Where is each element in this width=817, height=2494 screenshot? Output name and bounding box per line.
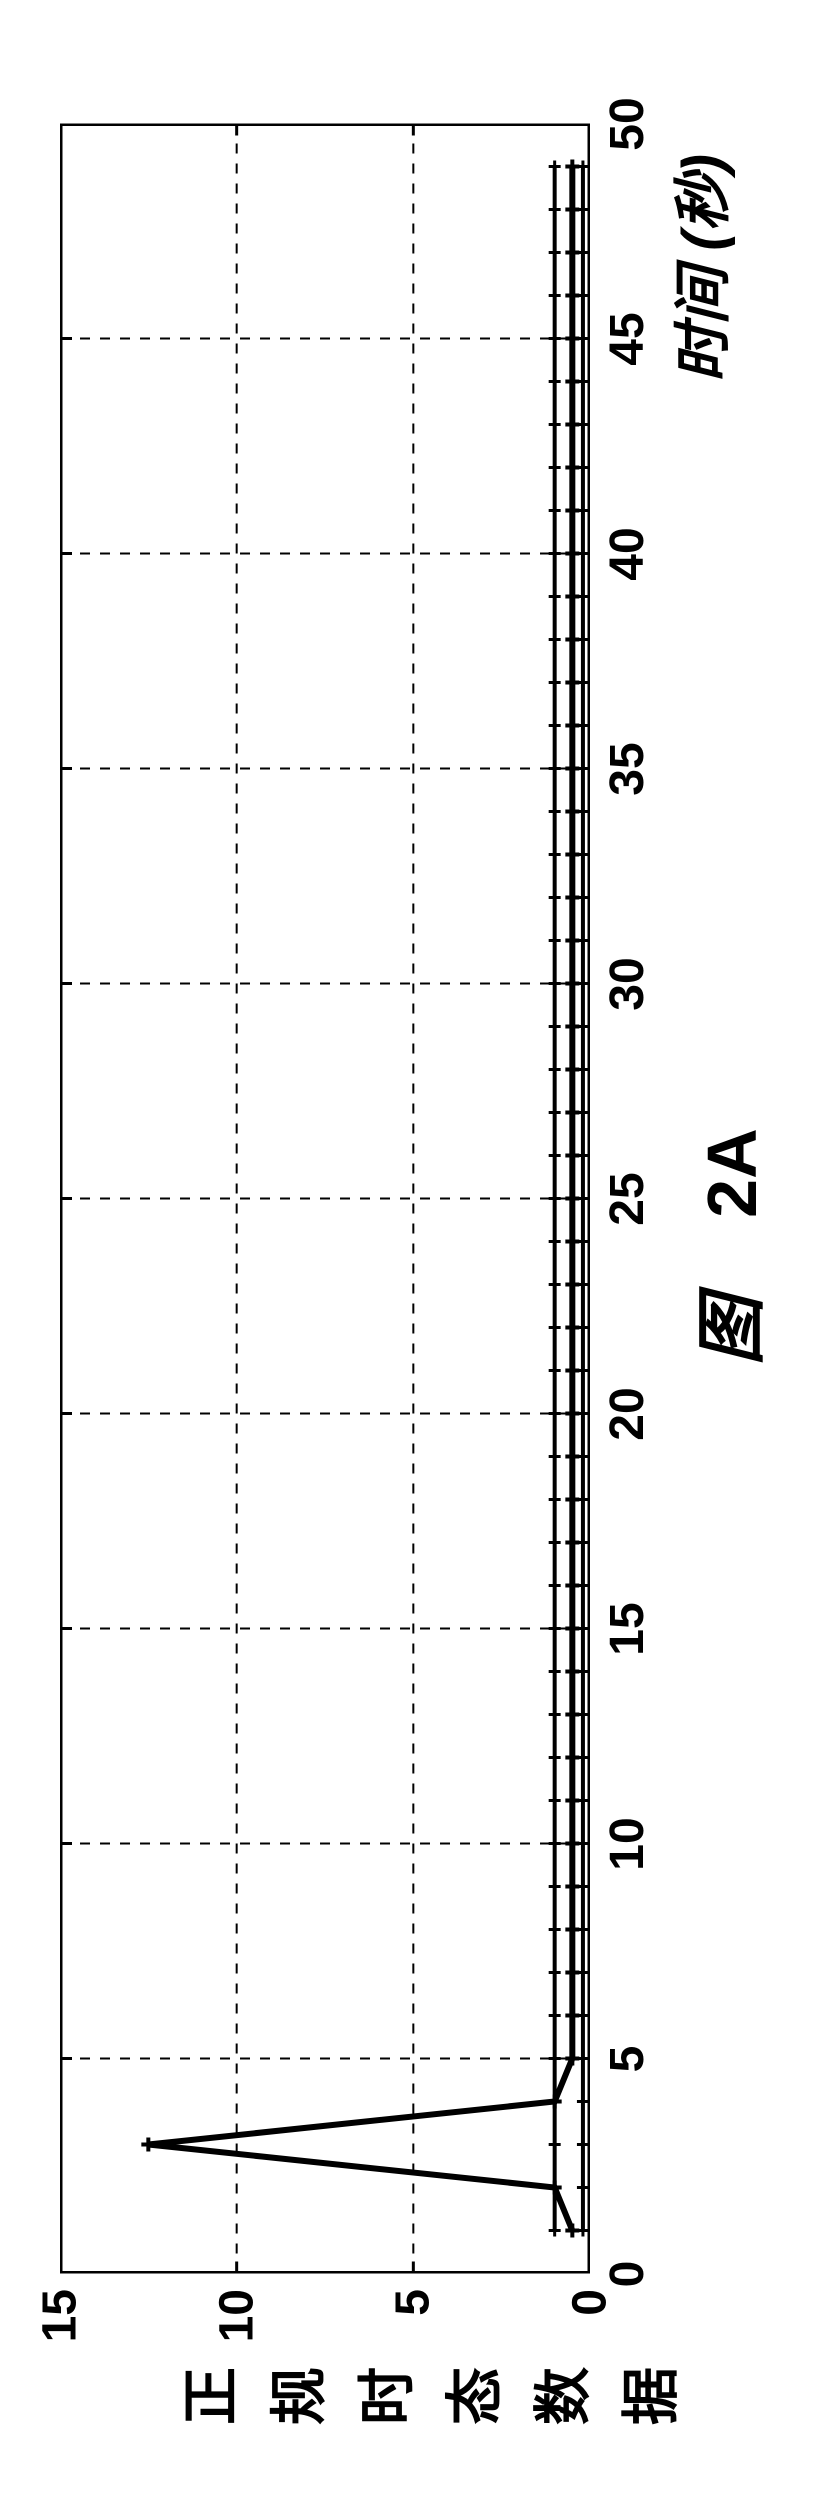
x-tick-label: 30 — [600, 957, 655, 1010]
x-tick-label: 40 — [600, 527, 655, 580]
y-tick-label: 10 — [209, 2289, 264, 2342]
page-container: 正规时态数据 051015 05101520253035404550 时间 (秒… — [0, 839, 817, 1656]
x-tick-label: 15 — [600, 1602, 655, 1655]
plot-container: 051015 05101520253035404550 时间 (秒) — [60, 124, 590, 2274]
x-tick-label: 0 — [600, 2261, 655, 2288]
x-tick-label: 45 — [600, 312, 655, 365]
x-tick-label: 10 — [600, 1817, 655, 1870]
chart-wrap: 正规时态数据 051015 05101520253035404550 时间 (秒… — [0, 0, 817, 2494]
x-tick-label: 35 — [600, 742, 655, 795]
figure-label: 图 2A — [676, 1128, 777, 1365]
x-tick-label: 5 — [600, 2046, 655, 2073]
x-axis-ticks: 05101520253035404550 — [600, 124, 650, 2274]
y-tick-label: 15 — [33, 2289, 88, 2342]
y-axis-ticks: 051015 — [60, 2279, 590, 2354]
chart-plot — [60, 124, 590, 2274]
x-axis-label: 时间 (秒) — [656, 154, 740, 383]
y-tick-label: 5 — [386, 2289, 441, 2316]
figure-label-prefix: 图 — [693, 1296, 771, 1366]
y-tick-label: 0 — [563, 2289, 618, 2316]
figure-label-id: 2A — [693, 1128, 771, 1217]
x-tick-label: 50 — [600, 97, 655, 150]
x-tick-label: 20 — [600, 1387, 655, 1440]
x-tick-label: 25 — [600, 1172, 655, 1225]
y-axis-label: 正规时态数据 — [180, 2360, 708, 2444]
